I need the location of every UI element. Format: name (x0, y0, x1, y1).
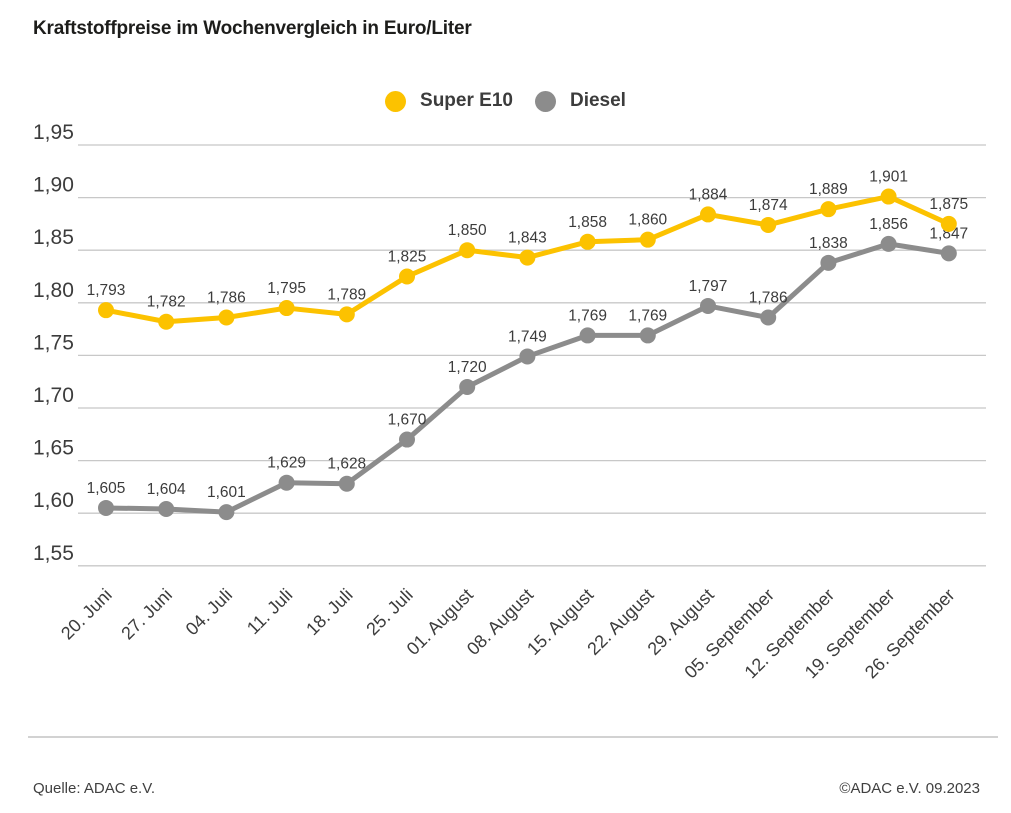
legend-label-diesel: Diesel (569, 90, 626, 111)
svg-text:1,628: 1,628 (327, 456, 366, 473)
svg-text:1,825: 1,825 (388, 249, 427, 266)
svg-text:20. Juni: 20. Juni (57, 585, 116, 644)
svg-text:1,856: 1,856 (869, 216, 908, 233)
svg-text:11. Juli: 11. Juli (243, 585, 297, 639)
svg-text:1,797: 1,797 (689, 278, 728, 295)
svg-text:1,601: 1,601 (207, 484, 246, 501)
svg-text:1,55: 1,55 (33, 542, 74, 565)
svg-text:27. Juni: 27. Juni (117, 585, 176, 644)
svg-text:1,769: 1,769 (568, 307, 607, 324)
svg-text:1,95: 1,95 (33, 121, 74, 144)
svg-text:1,874: 1,874 (749, 197, 788, 214)
chart-title: Kraftstoffpreise im Wochenvergleich in E… (33, 18, 472, 39)
legend-item-super-e10: Super E10 (385, 90, 513, 112)
svg-text:1,838: 1,838 (809, 235, 848, 252)
svg-text:1,884: 1,884 (689, 186, 728, 203)
legend-item-diesel: Diesel (534, 90, 626, 112)
svg-text:1,786: 1,786 (749, 290, 788, 307)
svg-text:25. Juli: 25. Juli (362, 585, 416, 639)
svg-text:1,889: 1,889 (809, 181, 848, 198)
svg-text:1,875: 1,875 (929, 196, 968, 213)
svg-text:1,850: 1,850 (448, 222, 487, 239)
legend-dot-super-e10-icon (385, 90, 407, 112)
svg-text:1,789: 1,789 (327, 286, 366, 303)
svg-text:1,847: 1,847 (929, 225, 968, 242)
svg-text:1,782: 1,782 (147, 294, 186, 311)
svg-text:1,843: 1,843 (508, 230, 547, 247)
svg-text:1,90: 1,90 (33, 174, 74, 197)
fuel-price-line-chart: 1,95 1,90 1,85 1,80 1,75 1,70 1,65 1,60 1,55 20. … (33, 121, 986, 682)
svg-text:1,720: 1,720 (448, 359, 487, 376)
svg-text:1,901: 1,901 (869, 169, 908, 186)
svg-text:1,80: 1,80 (33, 279, 74, 302)
footer-divider (28, 736, 998, 738)
svg-text:1,860: 1,860 (628, 212, 667, 229)
svg-text:1,605: 1,605 (87, 480, 126, 497)
svg-text:1,75: 1,75 (33, 331, 74, 354)
svg-text:04. Juli: 04. Juli (182, 585, 236, 639)
svg-text:1,629: 1,629 (267, 455, 306, 472)
svg-text:1,70: 1,70 (33, 384, 74, 407)
svg-text:1,749: 1,749 (508, 328, 547, 345)
copyright-text: ©ADAC e.V. 09.2023 (839, 780, 980, 797)
svg-text:1,604: 1,604 (147, 481, 186, 498)
svg-text:1,795: 1,795 (267, 280, 306, 297)
svg-text:1,793: 1,793 (87, 282, 126, 299)
svg-text:1,670: 1,670 (388, 412, 427, 429)
svg-text:1,786: 1,786 (207, 290, 246, 307)
legend-dot-diesel-icon (534, 90, 556, 112)
svg-text:1,858: 1,858 (568, 214, 607, 231)
chart-legend: Super E10 Diesel (0, 90, 1011, 112)
legend-label-super-e10: Super E10 (420, 90, 513, 111)
svg-text:1,65: 1,65 (33, 437, 74, 460)
svg-text:1,85: 1,85 (33, 226, 74, 249)
footer: Quelle: ADAC e.V. ©ADAC e.V. 09.2023 (33, 780, 980, 797)
svg-text:1,60: 1,60 (33, 489, 74, 512)
source-text: Quelle: ADAC e.V. (33, 780, 156, 797)
svg-text:18. Juli: 18. Juli (302, 585, 356, 639)
svg-text:1,769: 1,769 (628, 307, 667, 324)
